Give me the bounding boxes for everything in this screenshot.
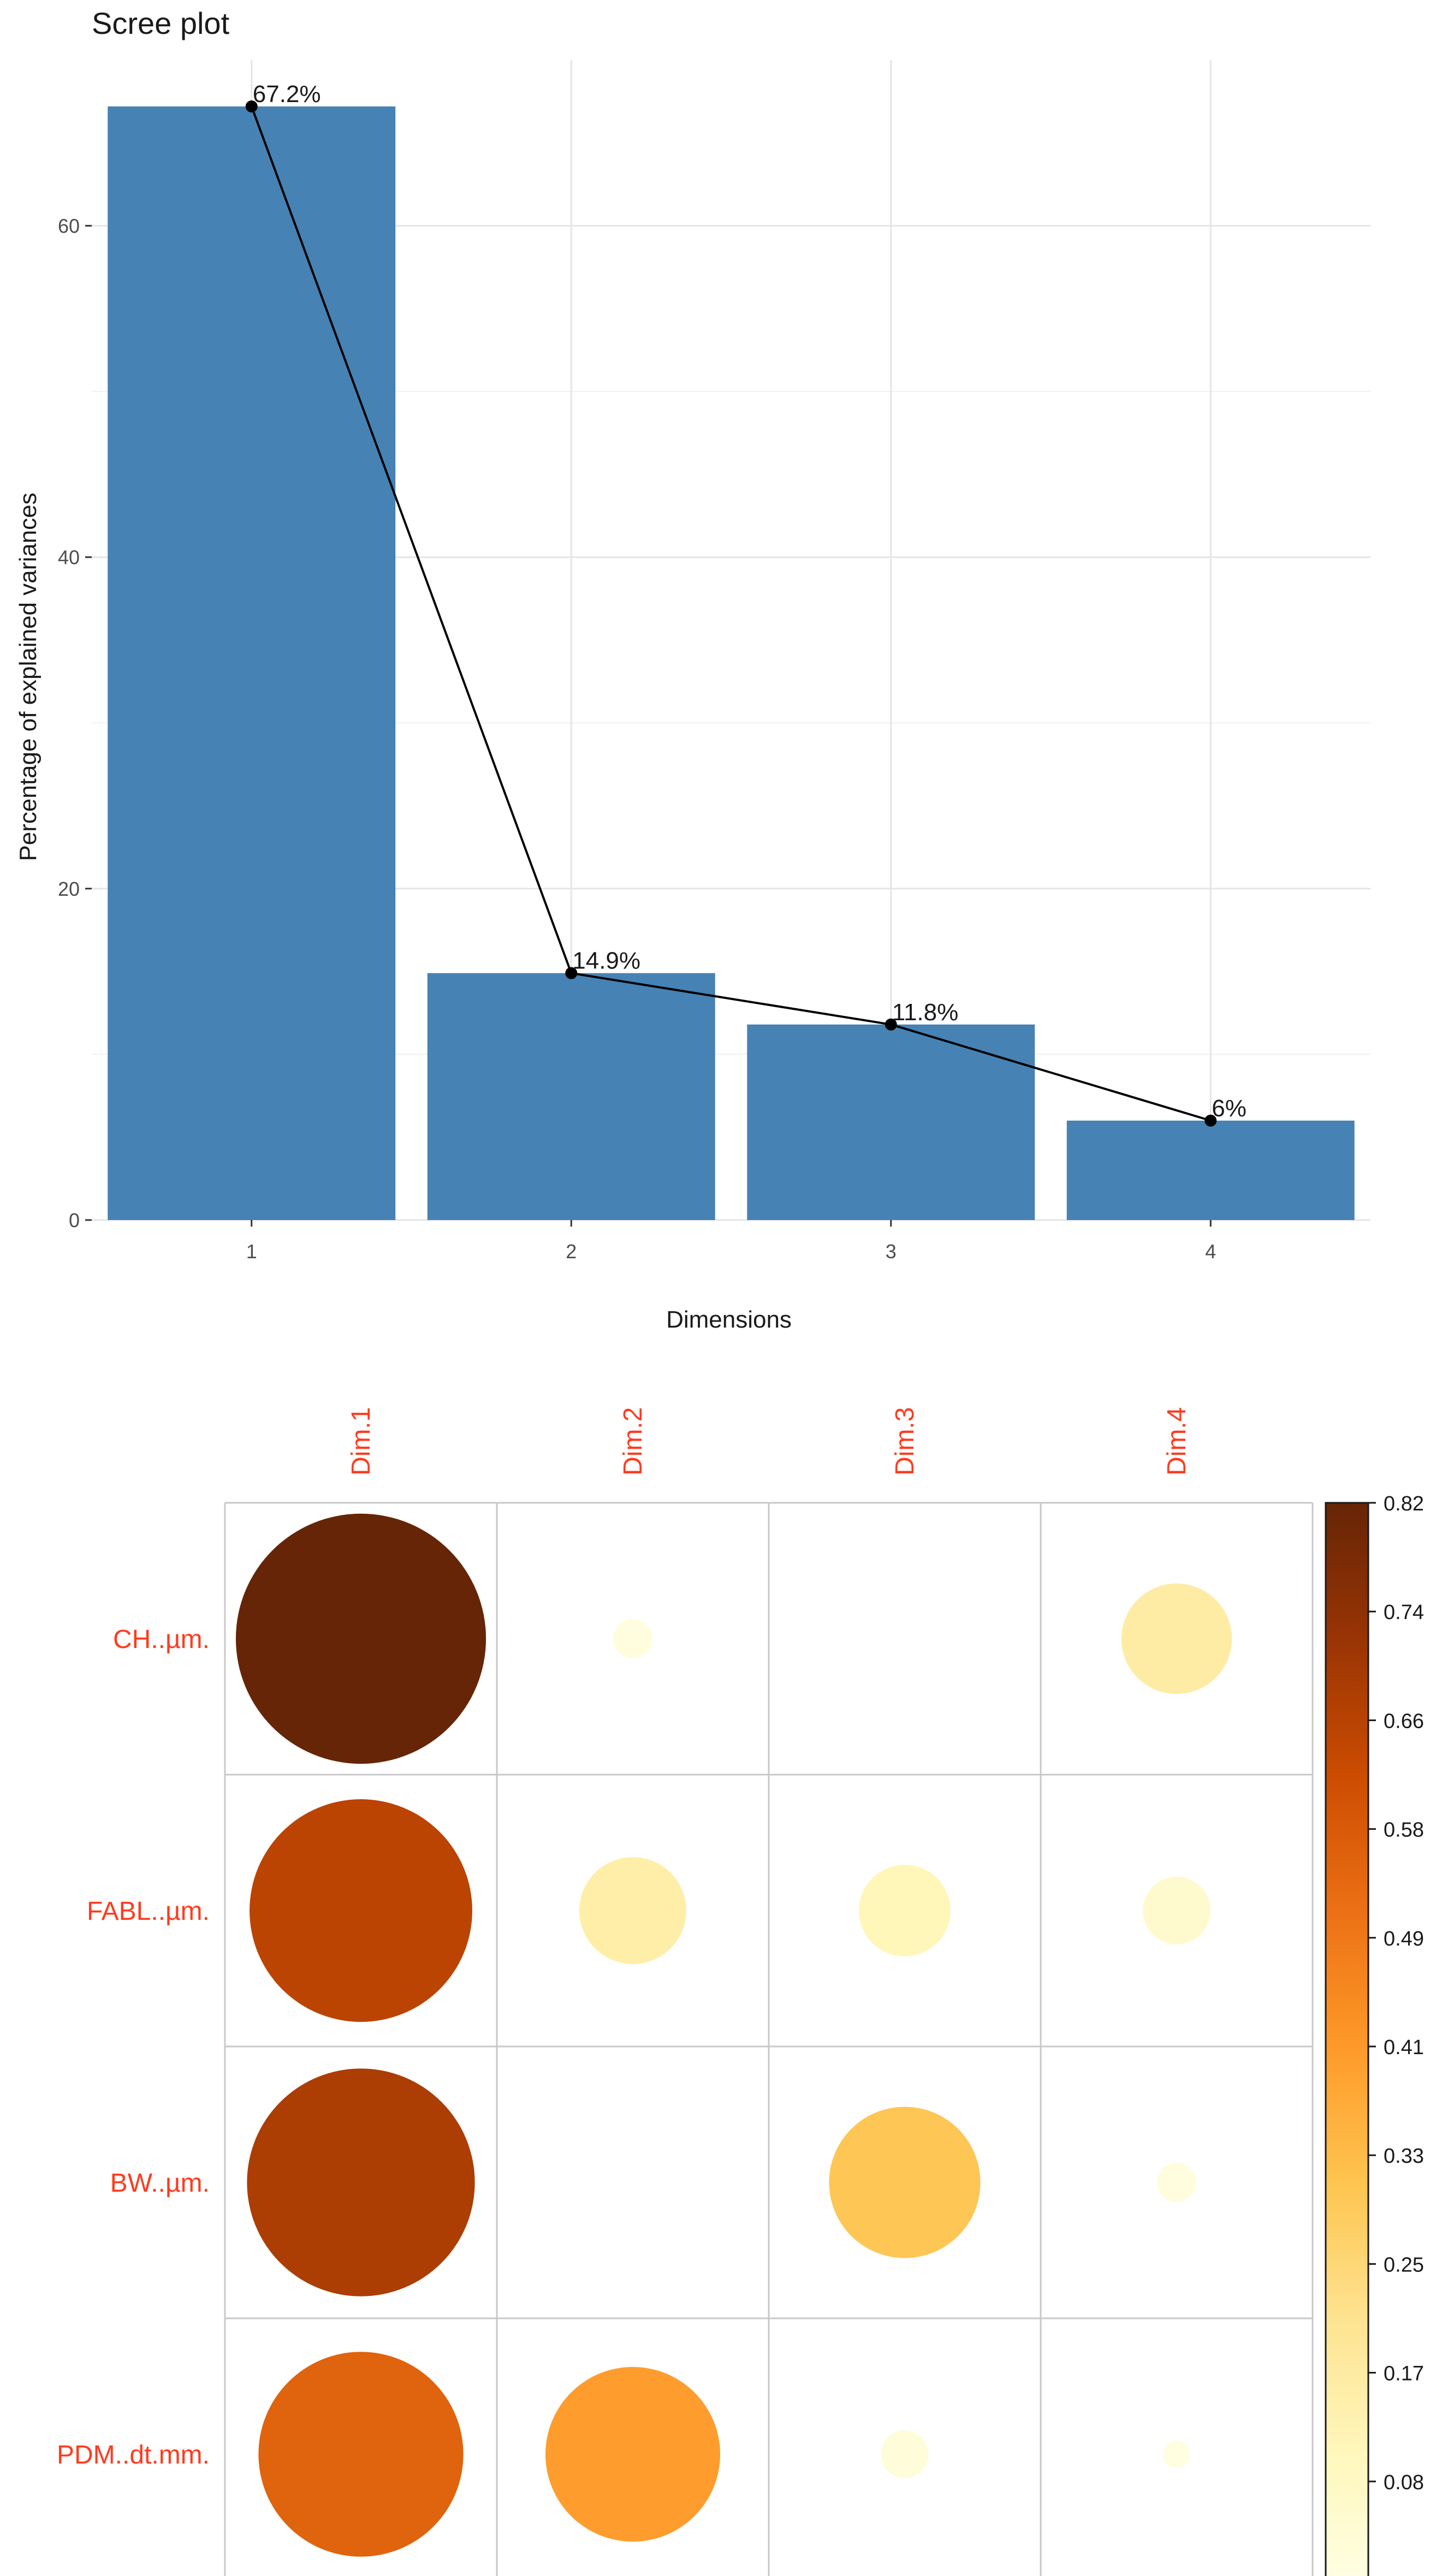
correlation-circle (258, 2352, 464, 2557)
correlation-grid (224, 1502, 1314, 2576)
correlation-circle (613, 1619, 652, 1658)
color-bar-tick-label: 0.58 (1384, 1819, 1424, 1842)
row-labels: CH..µm. FABL..µm. BW..µm. PDM..dt.mm. (57, 1625, 210, 2470)
y-axis: 0 20 40 60 (58, 215, 92, 1232)
color-bar-tick-label: 0.25 (1384, 2253, 1424, 2276)
color-bar-tick-label: 0.17 (1384, 2363, 1424, 2385)
correlation-circle (1157, 2163, 1196, 2202)
row-label: CH..µm. (113, 1625, 210, 1654)
x-tick-label: 4 (1205, 1240, 1216, 1263)
color-bar-tick-label: 0.08 (1384, 2471, 1424, 2494)
x-tick-label: 2 (566, 1240, 577, 1263)
chart-title: Scree plot (92, 6, 230, 40)
y-tick-label: 40 (58, 546, 80, 569)
bar-dim-4 (1066, 1120, 1355, 1220)
correlation-circle (859, 1865, 951, 1956)
x-axis: 1 2 3 4 (246, 1220, 1216, 1263)
trend-point-1 (245, 100, 258, 112)
bar-dim-3 (747, 1024, 1035, 1220)
correlation-circle (250, 1799, 472, 2022)
correlation-circle (1121, 1583, 1232, 1694)
correlation-circles (235, 1513, 1232, 2557)
trend-line (245, 100, 1217, 1127)
correlation-plot: Dim.1 Dim.2 Dim.3 Dim.4 CH..µm. FABL..µm. BW.… (57, 1407, 1424, 2576)
column-label-dim-2: Dim.2 (619, 1407, 648, 1476)
correlation-circle (579, 1857, 686, 1964)
column-label-dim-3: Dim.3 (891, 1407, 919, 1476)
y-tick-label: 60 (58, 215, 80, 237)
bar-dim-2 (427, 973, 715, 1220)
correlation-circle (1162, 2440, 1191, 2468)
correlation-circle (1143, 1877, 1210, 1944)
row-label: BW..µm. (110, 2169, 210, 2198)
correlation-circle (829, 2107, 981, 2258)
correlation-circle (247, 2068, 475, 2297)
color-bar-tick-label: 0.74 (1384, 1601, 1424, 1624)
row-label: PDM..dt.mm. (57, 2441, 210, 2470)
color-bar (1325, 1502, 1369, 2576)
row-label: FABL..µm. (87, 1897, 210, 1926)
bar-value-label: 14.9% (572, 948, 640, 974)
trend-point-3 (885, 1018, 897, 1031)
x-axis-title: Dimensions (666, 1306, 792, 1333)
color-bar-tick-label: 0.66 (1384, 1710, 1424, 1733)
bar-value-label: 11.8% (892, 999, 959, 1026)
color-bar-tick-label: 0.41 (1384, 2036, 1424, 2059)
bar-value-label: 67.2% (253, 81, 321, 108)
color-bar-tick-label: 0.33 (1384, 2145, 1424, 2168)
column-label-dim-1: Dim.1 (347, 1407, 376, 1476)
correlation-circle (545, 2367, 720, 2542)
bar-dim-1 (108, 106, 396, 1220)
trend-point-4 (1204, 1114, 1217, 1127)
trend-point-2 (565, 967, 578, 979)
bars (108, 106, 1355, 1220)
correlation-circle (881, 2430, 929, 2478)
column-label-dim-4: Dim.4 (1162, 1407, 1191, 1476)
color-bar-tick-label: 0.82 (1384, 1492, 1424, 1515)
x-tick-label: 3 (886, 1240, 897, 1263)
color-bar-tick-label: 0.49 (1384, 1927, 1424, 1950)
y-axis-title: Percentage of explained variances (15, 492, 41, 861)
y-tick-label: 0 (69, 1209, 80, 1232)
correlation-circle (235, 1513, 486, 1764)
scree-plot: Scree plot 67.2% 14.9% 11.8% 6% 0 20 40 60 1 2 3… (15, 6, 1370, 1333)
x-tick-label: 1 (246, 1240, 257, 1263)
trend-polyline (250, 106, 1211, 1122)
y-tick-label: 20 (58, 878, 80, 900)
bar-value-label: 6% (1212, 1095, 1247, 1122)
column-labels: Dim.1 Dim.2 Dim.3 Dim.4 (347, 1407, 1191, 1476)
color-legend: 00.080.170.250.330.410.490.580.660.740.8… (1325, 1492, 1424, 2576)
bar-value-labels: 67.2% 14.9% 11.8% 6% (253, 81, 1247, 1122)
